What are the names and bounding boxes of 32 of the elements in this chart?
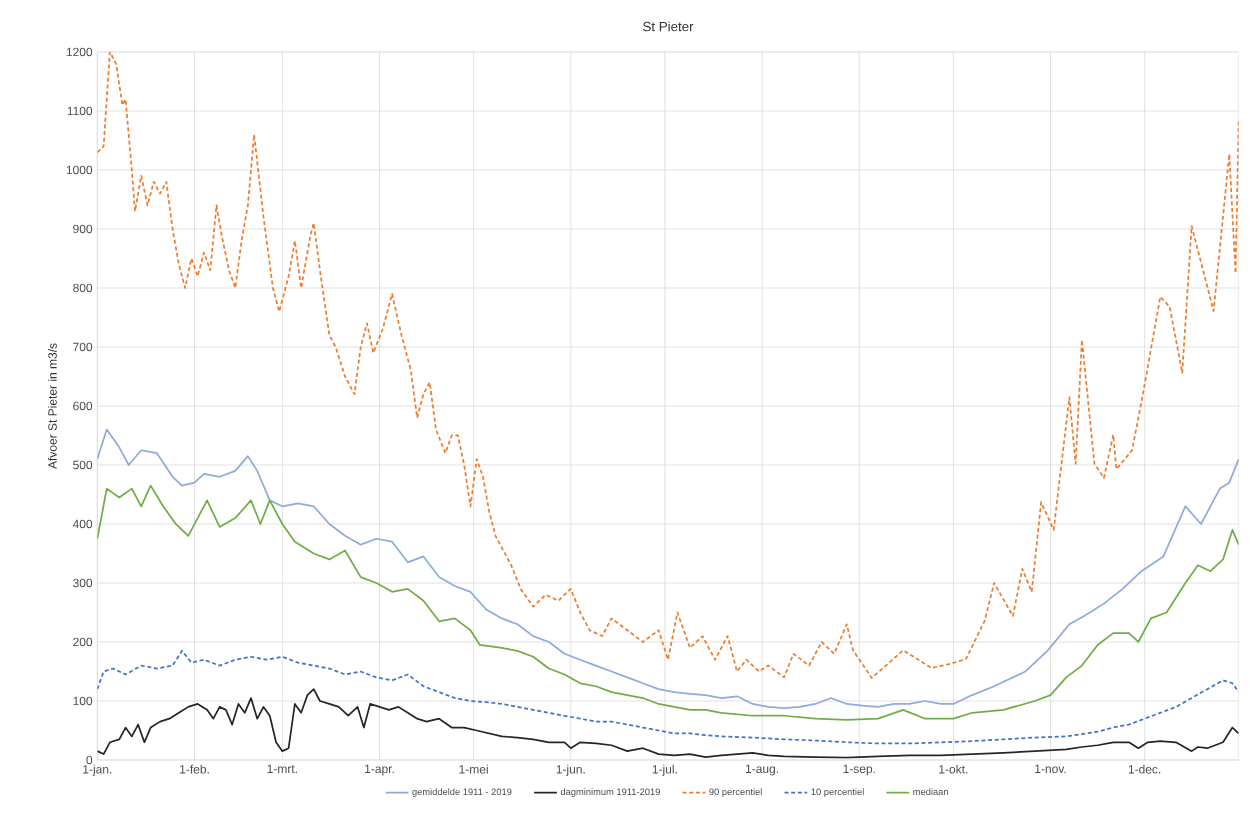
y-tick-label: 400 bbox=[72, 519, 93, 529]
y-tick-label: 900 bbox=[73, 224, 93, 234]
x-tick-label: 1-apr. bbox=[365, 764, 394, 776]
legend-label: mediaan bbox=[913, 788, 948, 796]
y-tick-label: 600 bbox=[73, 401, 93, 411]
x-tick-label: 1-mrt. bbox=[267, 764, 297, 774]
y-tick-label: 1000 bbox=[66, 165, 93, 175]
x-tick-label: 1-nov. bbox=[1035, 764, 1066, 774]
legend-label: dagminimum 1911-2019 bbox=[560, 788, 660, 798]
x-tick-label: 1-aug. bbox=[745, 764, 778, 776]
y-tick-label: 100 bbox=[73, 696, 93, 706]
x-tick-label: 1-jan. bbox=[83, 764, 112, 777]
y-tick-label: 800 bbox=[73, 283, 93, 293]
y-tick-label: 1200 bbox=[66, 47, 93, 57]
x-tick-label: 1-mei bbox=[459, 764, 488, 774]
y-axis-title: Afvoer St Pieter in m3/s bbox=[47, 343, 57, 470]
x-tick-label: 1-jun. bbox=[556, 764, 585, 777]
chart-title: St Pieter bbox=[643, 21, 694, 32]
y-tick-label: 0 bbox=[86, 755, 93, 765]
legend-label: gemiddelde 1911 - 2019 bbox=[412, 788, 512, 798]
y-tick-label: 300 bbox=[73, 578, 93, 588]
legend-label: 10 percentiel bbox=[811, 788, 864, 798]
x-tick-label: 1-okt. bbox=[939, 764, 968, 774]
y-tick-label: 200 bbox=[73, 637, 93, 647]
x-tick-label: 1-feb. bbox=[180, 764, 209, 774]
x-tick-label: 1-sep. bbox=[843, 764, 875, 776]
y-tick-label: 1100 bbox=[67, 106, 93, 116]
x-tick-label: 1-jul. bbox=[652, 764, 677, 777]
legend-label: 90 percentiel bbox=[709, 788, 762, 798]
y-tick-label: 500 bbox=[73, 460, 93, 470]
y-tick-label: 700 bbox=[73, 342, 93, 352]
x-tick-label: 1-dec. bbox=[1128, 764, 1161, 774]
